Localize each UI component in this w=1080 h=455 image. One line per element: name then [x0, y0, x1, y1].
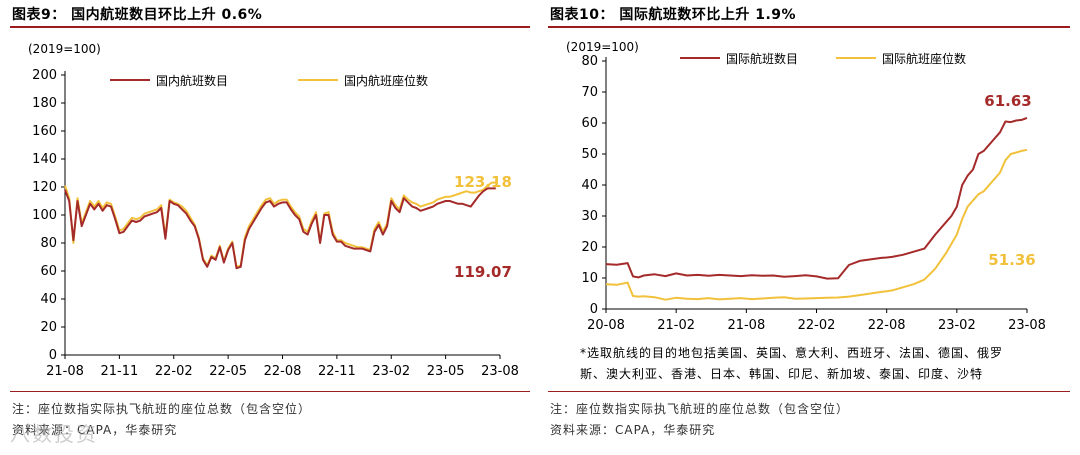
right-chart-y-tick-label: 0 — [590, 302, 598, 317]
right-panel: 图表10： 国际航班数环比上升 1.9% (2019=100) 0 10 20 30 4… — [540, 0, 1080, 455]
left-chart-legend-label: 国内航班座位数 — [344, 73, 428, 88]
right-chart-legend-label: 国际航班座位数 — [882, 51, 966, 66]
right-chart-x-tick-label: 22-02 — [798, 318, 836, 333]
right-chart-y-tick-label: 30 — [581, 209, 598, 224]
left-chart-y-tick-label: 140 — [32, 152, 57, 167]
left-chart-end-value-label: 123.18 — [454, 173, 512, 191]
left-chart-y-tick-label: 40 — [40, 292, 57, 307]
right-chart-x-tick-label: 22-08 — [868, 318, 906, 333]
right-chart-end-value-label: 61.63 — [984, 92, 1031, 110]
right-chart-y-tick-label: 40 — [581, 178, 598, 193]
note-left: 注：座位数指实际执飞航班的座位总数（包含空位） — [12, 402, 312, 416]
right-chart-legend-label: 国际航班数目 — [726, 51, 798, 66]
right-chart-y-tick-label: 70 — [581, 85, 598, 100]
right-chart-series-line-0 — [605, 116, 1028, 280]
source-right: 资料来源：CAPA，华泰研究 — [550, 423, 716, 437]
chart-title-right: 图表10： 国际航班数环比上升 1.9% — [550, 7, 797, 23]
left-chart-y-tick-label: 80 — [40, 236, 57, 251]
left-chart-end-value-label: 119.07 — [454, 263, 512, 281]
left-chart-x-tick-label: 22-08 — [264, 364, 302, 379]
destination-note-line-1: *选取航线的目的地包括美国、英国、意大利、西班牙、法国、德国、俄罗 — [580, 346, 1004, 360]
left-chart-y-tick-label: 0 — [49, 348, 57, 363]
right-chart-x-tick-label: 21-08 — [727, 318, 765, 333]
left-chart-y-tick-label: 100 — [32, 208, 57, 223]
left-panel: 图表9： 国内航班数目环比上升 0.6% (2019=100) 0 20 40 60 8… — [10, 7, 530, 437]
watermark: 八数投资 — [10, 422, 98, 446]
left-chart-x-tick-label: 23-08 — [481, 364, 519, 379]
right-chart-y-tick-label: 20 — [581, 240, 598, 255]
left-chart-y-tick-label: 160 — [32, 124, 57, 139]
left-chart-series-line-0 — [64, 187, 496, 270]
unit-label-right: (2019=100) — [566, 40, 639, 54]
left-chart-y-tick-label: 20 — [40, 320, 57, 335]
left-chart-y-tick-label: 60 — [40, 264, 57, 279]
right-chart-y-tick-label: 60 — [581, 116, 598, 131]
left-chart-x-tick-label: 21-11 — [100, 364, 138, 379]
right-chart-x-tick-label: 23-02 — [938, 318, 976, 333]
right-chart-x-tick-label: 20-08 — [587, 318, 625, 333]
left-chart-x-tick-label: 21-08 — [46, 364, 84, 379]
chart-left: 0 20 40 60 80 100 120 140 160 180 200 21-08 21-11 22-… — [32, 68, 519, 379]
unit-label-left: (2019=100) — [28, 42, 101, 56]
source-left: 资料来源：CAPA，华泰研究 — [12, 423, 178, 437]
left-chart-x-tick-label: 22-11 — [318, 364, 356, 379]
left-chart-x-tick-label: 22-02 — [155, 364, 193, 379]
chart-title-left: 图表9： 国内航班数目环比上升 0.6% — [12, 7, 263, 23]
title-divider-right — [548, 26, 1070, 28]
right-chart-y-tick-label: 50 — [581, 147, 598, 162]
right-chart-x-tick-label: 23-08 — [1008, 318, 1046, 333]
left-chart-y-tick-label: 180 — [32, 96, 57, 111]
right-chart-y-tick-label: 10 — [581, 271, 598, 286]
left-chart-x-tick-label: 23-02 — [372, 364, 410, 379]
left-chart-x-tick-label: 23-05 — [427, 364, 465, 379]
title-divider-left — [10, 26, 530, 28]
right-chart-series-line-1 — [605, 148, 1028, 301]
left-chart-series-line-1 — [64, 181, 496, 268]
left-chart-x-tick-label: 22-05 — [209, 364, 247, 379]
bottom-divider-left — [10, 391, 530, 392]
chart-right: 0 10 20 30 40 50 60 70 80 20-08 21-02 21-08 22-02 22-… — [581, 51, 1046, 333]
left-chart-y-tick-label: 200 — [32, 68, 57, 83]
right-chart-x-tick-label: 21-02 — [657, 318, 695, 333]
note-right: 注：座位数指实际执飞航班的座位总数（包含空位） — [550, 402, 850, 416]
right-chart-end-value-label: 51.36 — [988, 251, 1035, 269]
left-chart-y-tick-label: 120 — [32, 180, 57, 195]
destination-note: *选取航线的目的地包括美国、英国、意大利、西班牙、法国、德国、俄罗 斯、澳大利亚… — [580, 343, 1003, 385]
destination-note-line-2: 斯、澳大利亚、香港、日本、韩国、印尼、新加坡、泰国、印度、沙特 — [580, 367, 984, 381]
left-chart-legend-label: 国内航班数目 — [156, 73, 228, 88]
right-chart-y-tick-label: 80 — [581, 54, 598, 69]
bottom-divider-right — [548, 391, 1070, 392]
